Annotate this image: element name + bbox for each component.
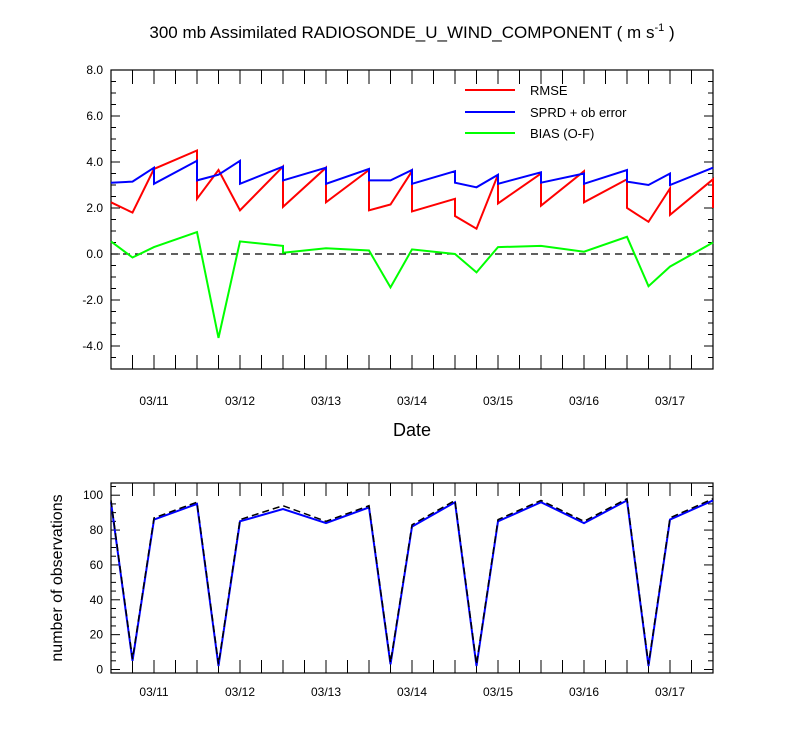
legend-label-rmse: RMSE [530, 83, 568, 98]
series-line-rmse [110, 148, 714, 231]
y-tick-label: 0 [96, 663, 103, 677]
y-axis-label: number of observations [49, 494, 66, 661]
x-axis-label: Date [393, 420, 431, 440]
x-tick-label: 03/12 [225, 685, 255, 699]
x-tick-label: 03/15 [483, 685, 513, 699]
series-line-sprd-ob-error [110, 158, 714, 189]
x-tick-label: 03/17 [655, 394, 685, 408]
x-tick-label: 03/13 [311, 394, 341, 408]
y-tick-label: 0.0 [86, 247, 103, 261]
legend-label-sprd-ob-error: SPRD + ob error [530, 105, 627, 120]
series-line-bias-o-f [110, 230, 714, 339]
y-tick-label: 20 [90, 628, 104, 642]
y-tick-label: 6.0 [86, 109, 103, 123]
x-tick-label: 03/11 [139, 394, 168, 408]
y-tick-label: 8.0 [86, 63, 103, 77]
y-tick-label: 100 [83, 488, 103, 502]
y-tick-label: -4.0 [82, 339, 103, 353]
chart-title: 300 mb Assimilated RADIOSONDE_U_WIND_COM… [149, 22, 674, 42]
x-tick-label: 03/17 [655, 685, 685, 699]
x-tick-label: 03/14 [397, 394, 427, 408]
x-tick-label: 03/16 [569, 394, 599, 408]
y-tick-label: 2.0 [86, 201, 103, 215]
x-tick-label: 03/12 [225, 394, 255, 408]
series-line-total-observations [110, 497, 714, 665]
bottom-plot-panel: 0 20 40 60 80 100 03/11 03/12 03/13 03/14 03/15 03/… [83, 482, 714, 699]
top-plot-panel: 8.0 6.0 4.0 2.0 0.0 -2.0 -4.0 03/11 03/12 03/13 03… [82, 63, 714, 408]
legend-label-bias-o-f: BIAS (O-F) [530, 126, 594, 141]
y-tick-label: 80 [90, 523, 104, 537]
y-tick-label: 40 [90, 593, 104, 607]
plot-frame [110, 482, 714, 674]
y-tick-label: -2.0 [82, 293, 103, 307]
x-tick-label: 03/11 [139, 685, 168, 699]
y-tick-label: 60 [90, 558, 104, 572]
y-tick-label: 4.0 [86, 155, 103, 169]
x-tick-label: 03/15 [483, 394, 513, 408]
x-tick-label: 03/16 [569, 685, 599, 699]
x-tick-label: 03/13 [311, 685, 341, 699]
x-tick-label: 03/14 [397, 685, 427, 699]
